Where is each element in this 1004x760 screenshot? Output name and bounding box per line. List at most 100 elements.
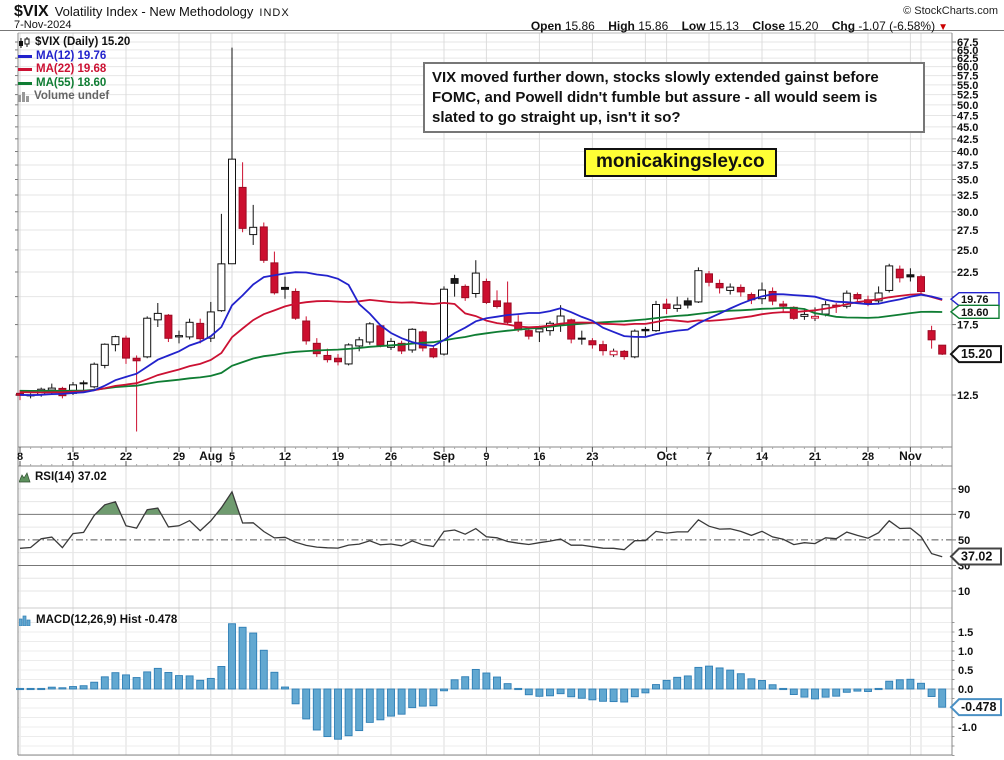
macd-axis-label: 1.5: [958, 627, 973, 639]
open-label: Open: [530, 19, 562, 33]
candle-body: [238, 186, 247, 229]
candle-body: [418, 331, 427, 349]
candle-body: [736, 286, 745, 293]
x-axis-label: 5: [229, 451, 235, 463]
candle-body: [567, 319, 576, 340]
macd-hist-bar: [429, 688, 438, 707]
macd-axis-label: -1.0: [958, 722, 977, 734]
price-axis-label: 45.0: [957, 122, 978, 134]
legend-row-ma22: MA(22) 19.68: [18, 63, 130, 77]
legend-volume-label: Volume undef: [34, 90, 110, 102]
macd-hist-bar: [334, 688, 342, 740]
macd-hist-bar: [821, 688, 830, 698]
macd-hist-bar: [365, 688, 374, 723]
candle-body: [683, 300, 692, 306]
macd-hist-bar: [376, 688, 385, 721]
close-label: Close: [752, 19, 785, 33]
ma12-line: [19, 271, 943, 397]
x-axis-label: 23: [586, 451, 598, 463]
macd-hist-bar: [609, 688, 618, 703]
candle-body: [471, 272, 480, 295]
macd-hist-bar: [418, 688, 427, 707]
macd-hist-bar: [185, 675, 194, 690]
macd-hist-bar: [323, 688, 332, 738]
macd-bars-icon: [19, 615, 32, 626]
candle-body: [376, 325, 385, 346]
macd-hist-bar: [927, 688, 936, 697]
macd-hist-bar: [906, 678, 915, 690]
macd-hist-bar: [111, 672, 120, 690]
x-axis-label: 21: [809, 451, 821, 463]
legend-ma12-label: MA(12) 19.76: [36, 49, 107, 62]
macd-hist-bar: [122, 674, 130, 690]
candle-body: [111, 336, 120, 346]
macd-hist-bar: [842, 688, 851, 693]
price-axis-label: 37.5: [957, 160, 978, 172]
candle-body: [355, 339, 364, 347]
x-axis-label: 26: [385, 451, 397, 463]
price-axis-label: 30.0: [957, 207, 978, 219]
candle-body: [323, 354, 332, 361]
candle-body: [206, 311, 215, 339]
macd-hist-bar: [874, 687, 883, 691]
candle-body: [270, 262, 279, 294]
macd-hist-bar: [726, 669, 735, 690]
price-axis-label: 60.0: [957, 62, 978, 74]
legend-ma22-label: MA(22) 19.68: [36, 63, 107, 75]
candle-body: [344, 344, 353, 365]
x-axis-label: 7: [706, 451, 712, 463]
price-callout-text: 19.76: [961, 294, 989, 306]
macd-callout: [949, 698, 1002, 717]
macd-hist-bar: [683, 675, 692, 690]
x-axis-label: Sep: [433, 449, 455, 463]
price-callout: [949, 304, 1000, 320]
ma22-line: [19, 293, 943, 394]
macd-hist-bar: [800, 688, 809, 698]
macd-hist-bar: [673, 676, 682, 690]
macd-hist-bar: [69, 686, 77, 690]
macd-hist-bar: [228, 623, 236, 690]
candle-body: [588, 340, 597, 346]
macd-hist-bar: [100, 676, 109, 690]
macd-hist-bar: [461, 676, 470, 690]
macd-hist-bar: [37, 687, 46, 691]
macd-hist-bar: [747, 678, 756, 690]
macd-hist-bar: [736, 673, 745, 690]
ma55-line-swatch: [18, 81, 32, 85]
ma12-line-swatch: [18, 54, 32, 58]
x-axis-label: 14: [756, 451, 769, 463]
price-axis-label: 32.5: [957, 190, 978, 202]
candle-body: [100, 343, 109, 366]
price-axis-label: 27.5: [957, 225, 978, 237]
macd-hist-bar: [312, 688, 321, 731]
macd-hist-bar: [811, 688, 819, 700]
macd-hist-bar: [259, 649, 268, 690]
macd-hist-bar: [153, 667, 162, 690]
exchange-label: INDX: [259, 7, 290, 19]
macd-hist-bar: [217, 666, 226, 690]
macd-hist-bar: [79, 685, 88, 690]
macd-hist-bar: [440, 688, 448, 692]
macd-hist-bar: [16, 687, 24, 691]
high-label: High: [608, 19, 635, 33]
low-label: Low: [681, 19, 706, 33]
high-value: 15.86: [638, 19, 669, 33]
candle-body: [132, 357, 141, 362]
price-axis-label: 35.0: [957, 174, 978, 186]
macd-hist-bar: [143, 671, 152, 690]
candle-body: [153, 312, 162, 321]
price-axis-label: 42.5: [957, 134, 978, 146]
chart-date: 7-Nov-2024: [14, 19, 72, 31]
macd-hist-bar: [503, 683, 512, 690]
macd-hist-bar: [599, 688, 607, 702]
macd-hist-bar: [694, 666, 703, 690]
candle-body: [641, 328, 650, 332]
price-axis-label: 50.0: [957, 100, 978, 112]
candle-body: [535, 328, 544, 333]
legend-row-ma12: MA(12) 19.76: [18, 50, 130, 64]
candle-body: [196, 322, 205, 340]
macd-callout-text: -0.478: [961, 700, 996, 714]
candle-body: [938, 344, 947, 355]
price-axis-label: 62.5: [957, 53, 978, 65]
macd-hist-bar: [47, 686, 56, 690]
